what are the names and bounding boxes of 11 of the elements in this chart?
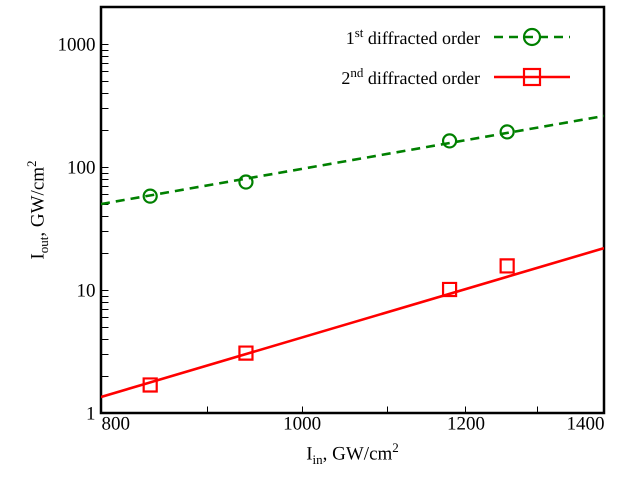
x-axis-title: I$_{in}$, GW/cm$^{2}$: [306, 440, 399, 468]
y-tick-label: 10: [76, 280, 96, 302]
y-tick-label: 1000: [58, 34, 96, 56]
legend-label: 1$^{st}$ diffracted order: [346, 25, 480, 49]
x-tick-label: 1200: [446, 414, 485, 434]
y-tick-label: 100: [67, 158, 96, 179]
x-tick-label: 1400: [566, 414, 604, 434]
legend-label: 2$^{nd}$ diffracted order: [341, 65, 480, 89]
x-tick-label: 800: [102, 414, 130, 434]
x-tick-label: 1000: [283, 414, 322, 434]
y-tick-label: 1: [86, 404, 96, 424]
